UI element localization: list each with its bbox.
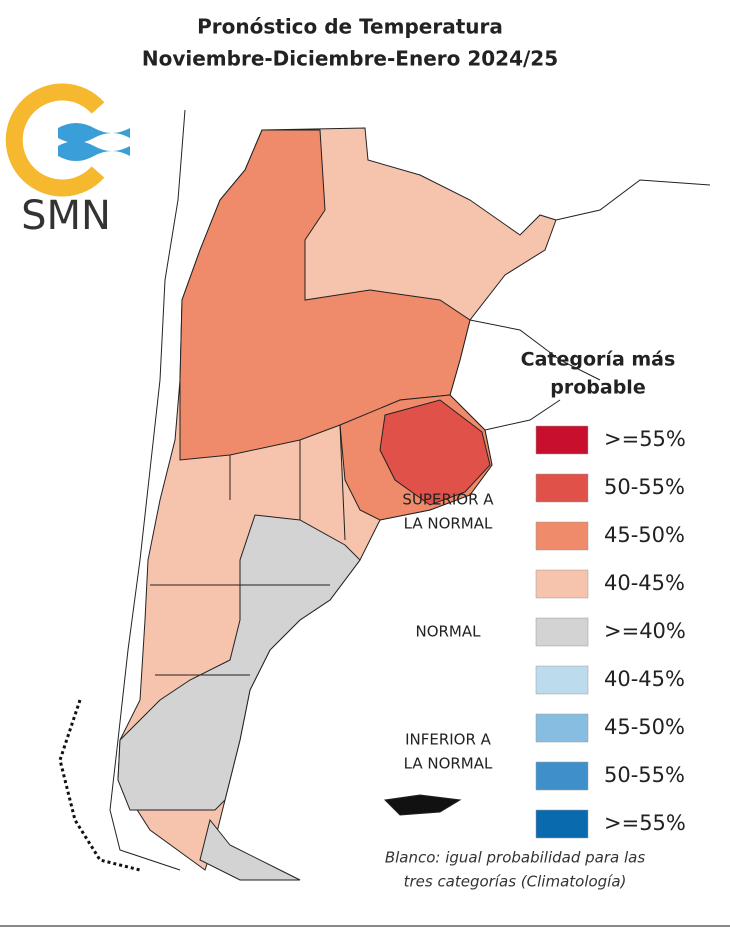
legend-swatch xyxy=(535,425,589,455)
legend-swatch xyxy=(535,809,589,839)
group-label: LA NORMAL xyxy=(404,515,493,533)
logo-arc xyxy=(5,83,105,197)
legend: Categoría más probable xyxy=(521,349,676,399)
logo: SMN xyxy=(5,83,130,239)
legend-label: 50-55% xyxy=(604,763,685,787)
title-line: Noviembre-Diciembre-Enero 2024/25 xyxy=(142,47,558,71)
legend-swatch xyxy=(535,761,589,791)
group-label: INFERIOR A xyxy=(405,731,492,749)
neighbor-border xyxy=(469,179,711,431)
legend-swatch xyxy=(535,521,589,551)
legend-swatch xyxy=(535,665,589,695)
legend-title: probable xyxy=(550,377,645,399)
islands xyxy=(383,794,462,816)
logo-wave xyxy=(58,123,130,143)
chile-outline xyxy=(109,109,186,871)
note: Blanco: igual probabilidad para las xyxy=(385,849,646,867)
legend-label: >=55% xyxy=(604,427,686,451)
tierra-del-fuego xyxy=(199,818,301,881)
legend-label: 50-55% xyxy=(604,475,685,499)
legend-swatch xyxy=(535,473,589,503)
legend-swatch xyxy=(535,569,589,599)
map xyxy=(58,109,711,881)
title-line: Pronóstico de Temperatura xyxy=(197,15,503,39)
chile-coast xyxy=(58,699,141,872)
legend-label: >=40% xyxy=(604,619,686,643)
region-normal xyxy=(117,514,361,811)
legend-swatch xyxy=(535,617,589,647)
logo-text: SMN xyxy=(21,193,111,239)
legend-label: 40-45% xyxy=(604,667,685,691)
legend-title: Categoría más xyxy=(521,349,676,371)
legend-label: >=55% xyxy=(604,811,686,835)
group-label: LA NORMAL xyxy=(404,755,493,773)
legend-label: 45-50% xyxy=(604,523,685,547)
region-50-55 xyxy=(379,399,491,506)
group-label: SUPERIOR A xyxy=(402,491,494,509)
province-border xyxy=(150,424,346,676)
legend-swatch xyxy=(535,713,589,743)
legend-label: 45-50% xyxy=(604,715,685,739)
legend-label: 40-45% xyxy=(604,571,685,595)
logo-wave xyxy=(58,141,130,161)
group-label: NORMAL xyxy=(415,623,481,641)
note: tres categorías (Climatología) xyxy=(404,873,627,891)
